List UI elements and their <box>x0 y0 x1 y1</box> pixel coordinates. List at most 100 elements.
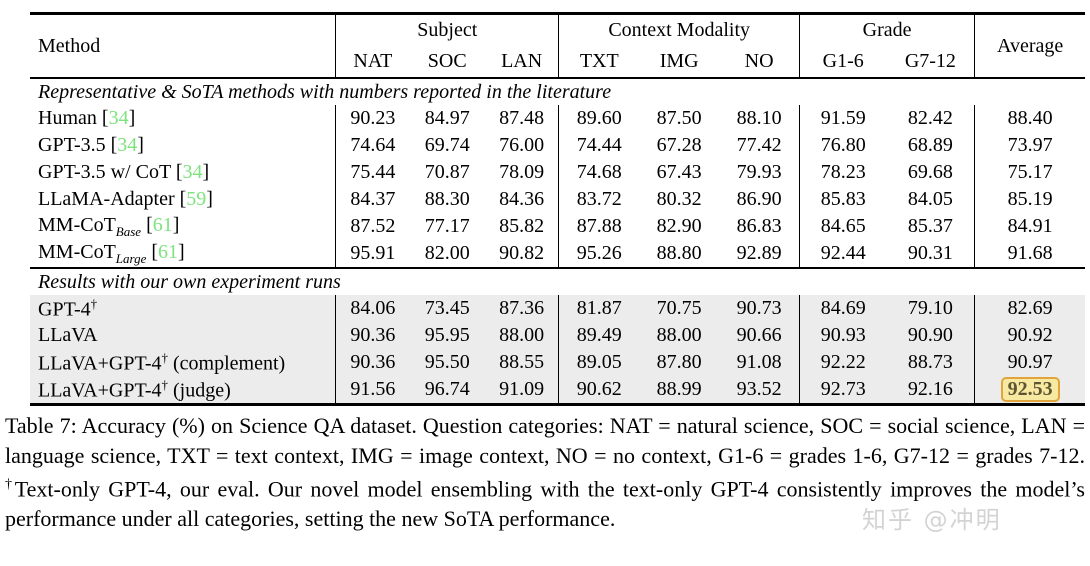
table-row: LLaVA+GPT-4† (complement) 90.36 95.50 88.55… <box>30 349 1085 376</box>
value-cell: 90.93 <box>820 324 866 346</box>
citation-bracket-open: [ <box>105 134 118 156</box>
citation-bracket-close: ] <box>137 134 144 156</box>
group-header-subject: Subject <box>335 13 560 46</box>
table-row: LLaVA 90.36 95.95 88.00 89.49 88.00 90.66 90.93… <box>30 322 1085 349</box>
value-cell: 90.23 <box>350 107 396 129</box>
table-row: LLaVA+GPT-4† (judge) 91.56 96.74 91.09 90.62… <box>30 376 1085 405</box>
value-cell: 78.23 <box>820 161 866 183</box>
method-cell: Human [34] <box>30 105 337 132</box>
value-cell: 90.31 <box>886 240 976 268</box>
table-row: GPT-3.5 [34] 74.64 69.74 76.00 74.44 67.28 77.… <box>30 132 1085 159</box>
value-cell: 91.68 <box>1007 242 1053 264</box>
value-cell: 77.17 <box>424 215 470 237</box>
value-cell: 96.74 <box>424 378 470 400</box>
value-cell: 88.00 <box>656 324 702 346</box>
col-header-txt: TXT <box>579 50 619 72</box>
value-cell: 88.80 <box>656 242 702 264</box>
section-title-row: Results with our own experiment runs <box>30 268 1085 295</box>
value-cell: 84.69 <box>820 297 866 319</box>
method-cell: LLaVA+GPT-4† (complement) <box>30 349 337 376</box>
col-header-method: Method <box>30 13 337 78</box>
value-cell: 92.22 <box>820 351 866 373</box>
value-cell: 75.17 <box>1007 161 1053 183</box>
value-cell: 84.65 <box>820 215 866 237</box>
value-cell: 92.89 <box>719 240 800 268</box>
citation-bracket-close: ] <box>172 213 180 236</box>
method-cell: LLaMA-Adapter [59] <box>30 186 337 213</box>
value-cell: 88.55 <box>484 349 560 376</box>
caption-text-2: Text-only GPT-4, our eval. Our novel mod… <box>5 476 1085 531</box>
value-cell: 74.68 <box>576 161 622 183</box>
method-name: MM-CoT <box>38 240 116 263</box>
value-cell: 92.73 <box>820 378 866 400</box>
value-cell: 91.09 <box>484 376 560 405</box>
value-cell: 69.68 <box>886 159 976 186</box>
dagger-mark: † <box>90 295 98 311</box>
value-cell: 95.91 <box>350 242 396 264</box>
value-cell: 84.05 <box>886 186 976 213</box>
col-header-g1-6: G1-6 <box>822 50 864 72</box>
table-body: Representative & SoTA methods with numbe… <box>30 78 1085 405</box>
method-name: LLaVA+GPT-4 <box>38 379 162 402</box>
citation-number: 61 <box>158 240 179 263</box>
value-cell: 89.60 <box>576 107 622 129</box>
value-cell: 69.74 <box>424 134 470 156</box>
method-suffix: (complement) <box>168 352 286 375</box>
citation-bracket-close: ] <box>206 188 213 210</box>
value-cell: 70.87 <box>424 161 470 183</box>
citation-bracket-close: ] <box>128 107 136 129</box>
value-cell: 79.10 <box>886 295 976 322</box>
value-cell: 88.40 <box>1007 107 1053 129</box>
value-cell: 84.36 <box>484 186 560 213</box>
table-header: Method Subject Context Modality Grade Av… <box>30 13 1085 78</box>
value-cell: 95.50 <box>424 351 470 373</box>
value-cell: 87.88 <box>576 215 622 237</box>
value-cell: 80.32 <box>656 188 702 210</box>
value-cell: 81.87 <box>576 297 622 319</box>
value-cell: 88.99 <box>656 378 702 400</box>
value-cell: 67.43 <box>656 161 702 183</box>
citation-bracket-open: [ <box>96 107 109 129</box>
section-title-text: Representative & SoTA methods with numbe… <box>38 80 612 103</box>
value-cell: 83.72 <box>576 188 622 210</box>
method-name: GPT-3.5 w/ CoT <box>38 161 171 183</box>
value-cell: 90.97 <box>1007 351 1053 373</box>
value-cell: 90.62 <box>576 378 622 400</box>
dagger-mark: † <box>161 376 169 392</box>
col-header-g7-12: G7-12 <box>886 46 976 78</box>
value-cell: 82.42 <box>886 105 976 132</box>
method-name: MM-CoT <box>38 213 116 236</box>
citation-bracket-open: [ <box>141 213 153 236</box>
value-cell: 67.28 <box>656 134 702 156</box>
value-cell: 89.05 <box>576 351 622 373</box>
value-cell: 84.06 <box>350 297 396 319</box>
value-cell: 87.80 <box>656 351 702 373</box>
method-cell: GPT-3.5 w/ CoT [34] <box>30 159 337 186</box>
value-cell: 92.44 <box>820 242 866 264</box>
value-cell: 87.48 <box>484 105 560 132</box>
method-cell: MM-CoTBase [61] <box>30 213 337 240</box>
value-cell: 73.45 <box>424 297 470 319</box>
citation-bracket-open: [ <box>174 188 187 210</box>
citation-number: 61 <box>152 213 173 236</box>
col-header-img: IMG <box>659 50 699 72</box>
value-cell: 90.36 <box>350 351 396 373</box>
value-cell: 91.08 <box>719 349 800 376</box>
value-cell: 90.90 <box>886 322 976 349</box>
value-cell: 85.37 <box>886 213 976 240</box>
value-cell: 92.16 <box>886 376 976 405</box>
value-cell: 82.90 <box>656 215 702 237</box>
value-cell: 79.93 <box>719 159 800 186</box>
value-cell: 90.36 <box>350 324 396 346</box>
dagger-mark: † <box>161 349 169 365</box>
value-cell: 77.42 <box>719 132 800 159</box>
value-cell: 84.91 <box>1007 215 1053 237</box>
value-cell: 87.50 <box>656 107 702 129</box>
method-name: LLaMA-Adapter <box>38 188 175 210</box>
table-row: GPT-4† 84.06 73.45 87.36 81.87 70.75 90.73 84.6… <box>30 295 1085 322</box>
caption-dagger: † <box>5 477 15 492</box>
citation-bracket-open: [ <box>170 161 183 183</box>
highlighted-best-score: 92.53 <box>1000 377 1060 402</box>
method-subscript: Base <box>115 223 142 239</box>
value-cell: 76.00 <box>484 132 560 159</box>
